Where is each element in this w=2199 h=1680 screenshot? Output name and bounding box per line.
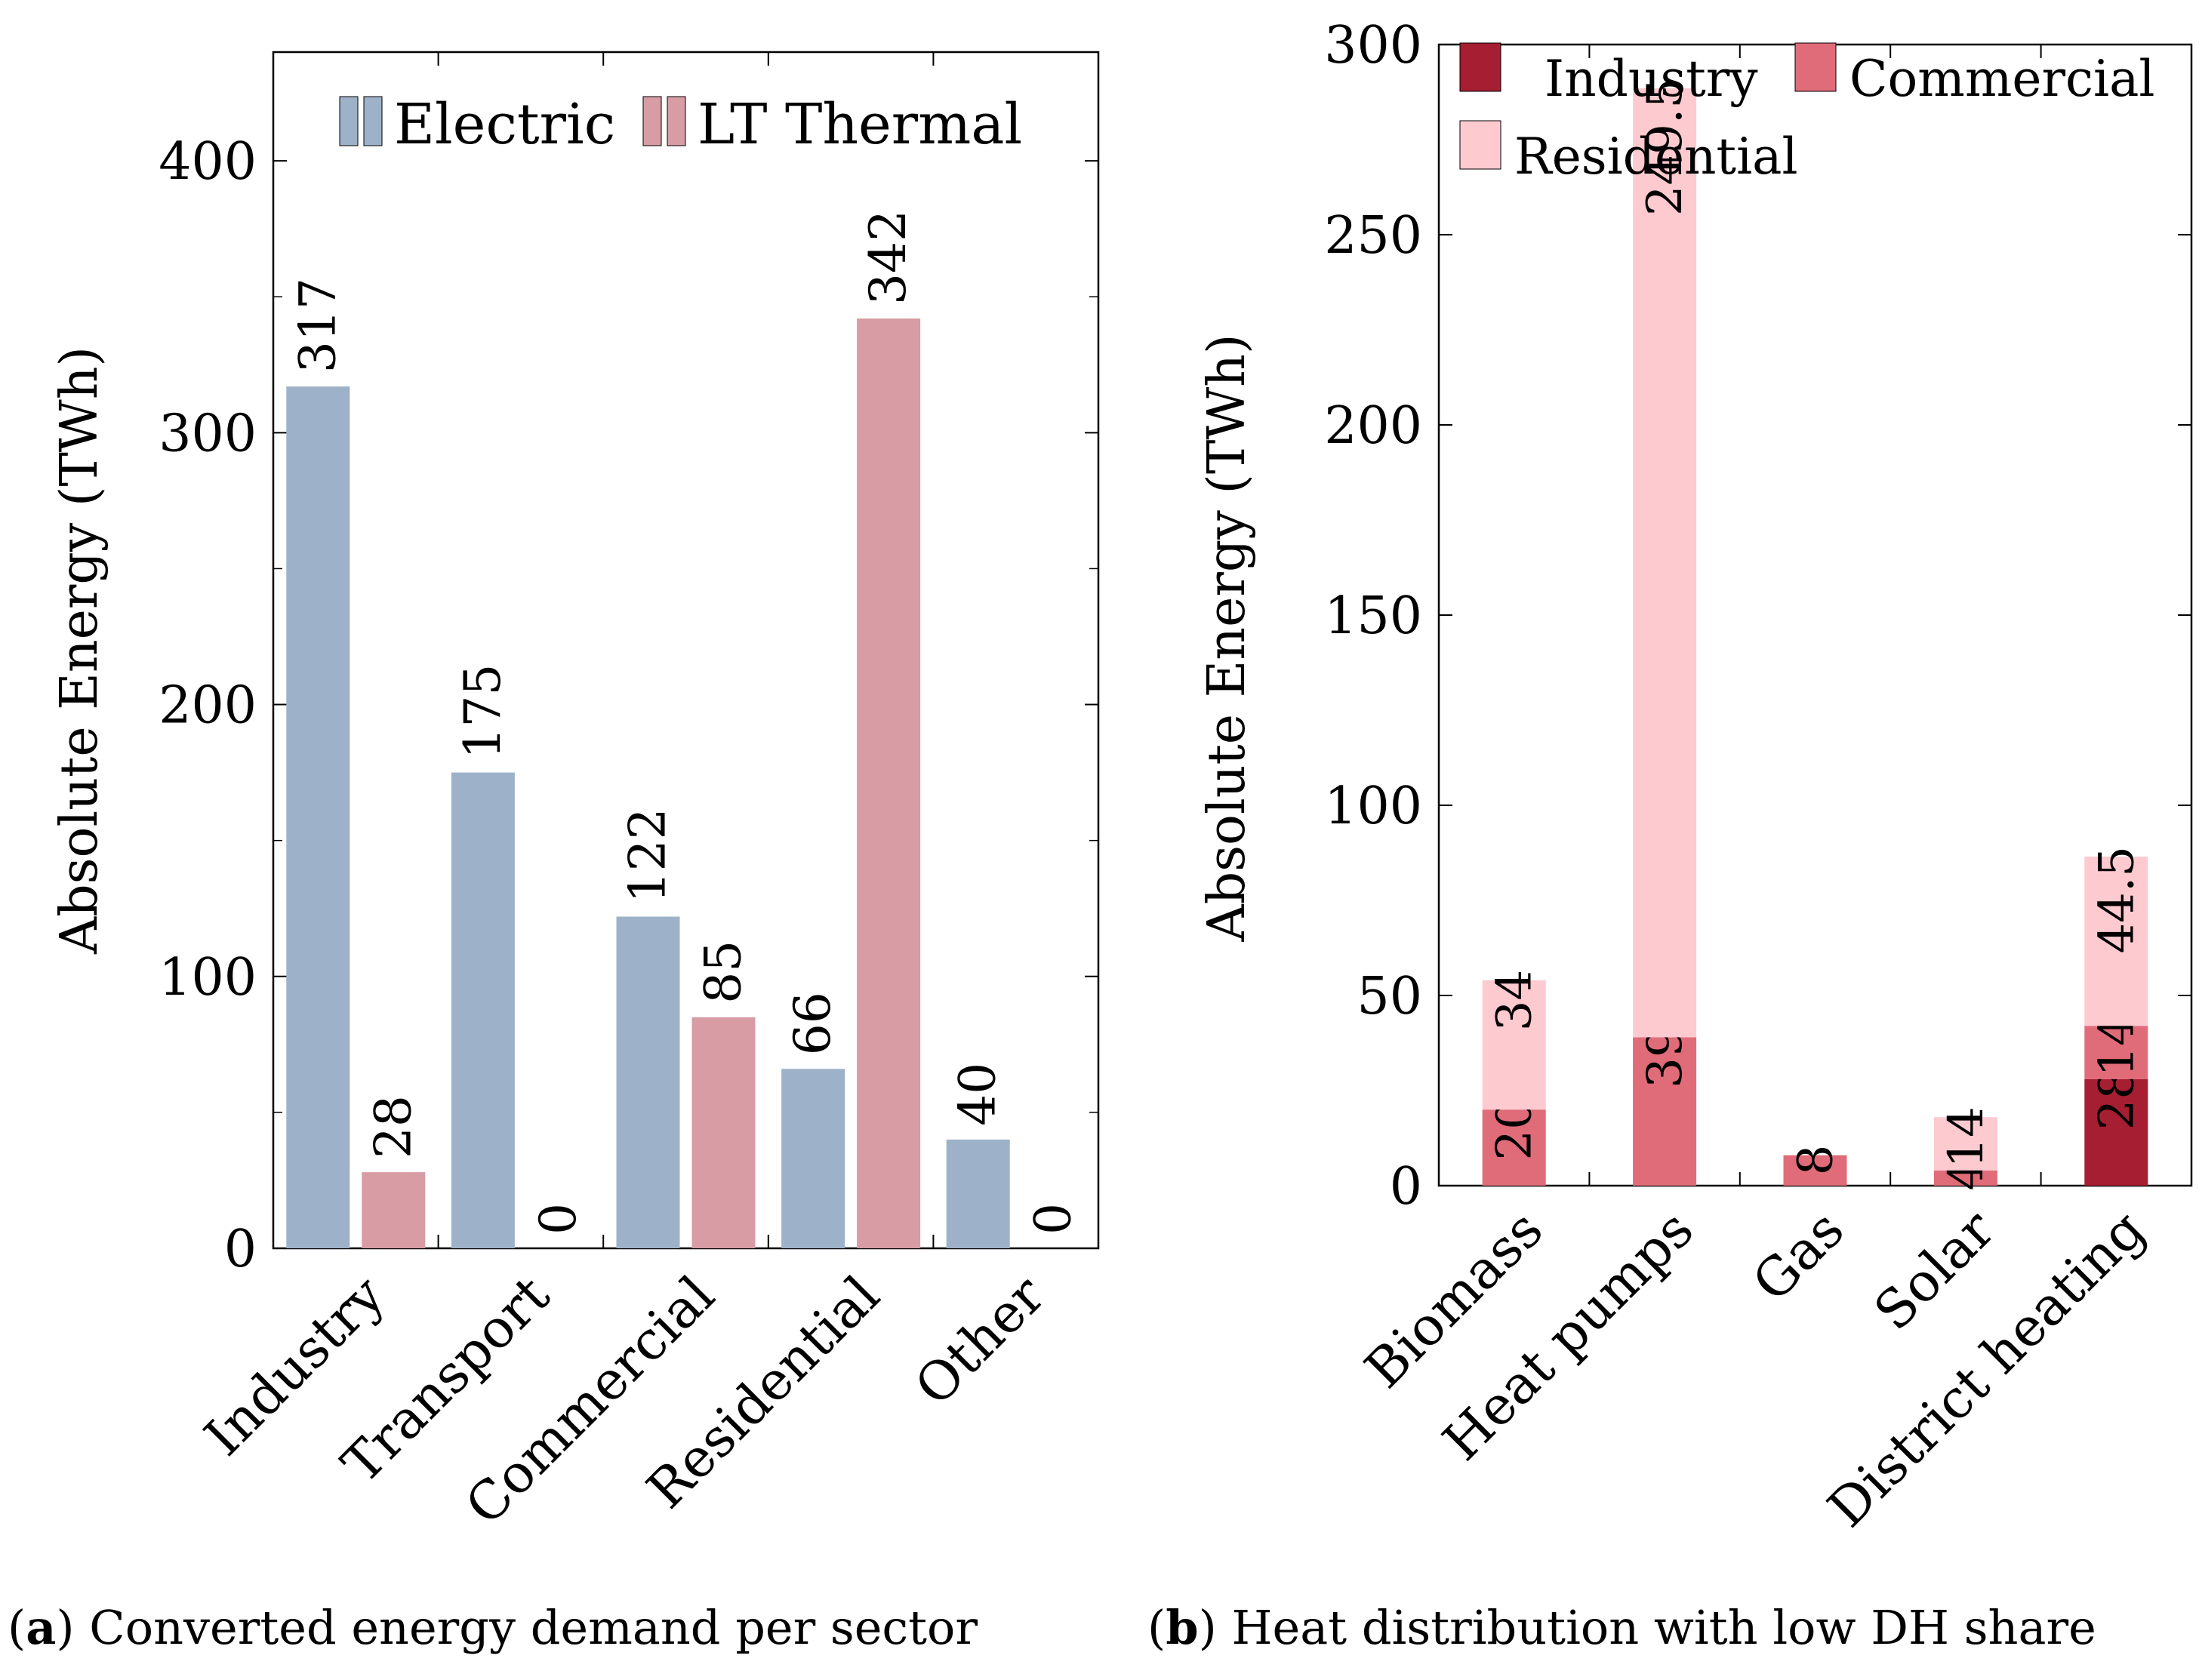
legend-label: Commercial	[1849, 50, 2155, 108]
data-label: 0	[1024, 1203, 1083, 1235]
legend-label: Electric	[394, 92, 615, 157]
bar-residential-solar	[1933, 1117, 1997, 1171]
caption-a: (a) Converted energy demand per sector	[8, 1600, 978, 1655]
legend-label: Residential	[1514, 128, 1798, 186]
bar-industry-district-heating	[2084, 1078, 2148, 1186]
legend-swatch	[1459, 42, 1501, 92]
y-axis-label: Absolute Energy (TWh)	[1197, 334, 1257, 942]
y-tick-label: 200	[159, 676, 257, 736]
data-label: 40	[949, 1063, 1007, 1126]
y-tick-label: 200	[1324, 396, 1422, 456]
data-label: 0	[529, 1203, 587, 1235]
y-tick-label: 300	[1324, 16, 1422, 75]
y-tick-label: 0	[224, 1220, 257, 1279]
y-tick-label: 300	[159, 404, 257, 463]
y-tick-label: 50	[1357, 967, 1422, 1026]
bar-commercial-gas	[1783, 1155, 1847, 1186]
bar-residential-heat-pumps	[1633, 88, 1697, 1038]
data-label: 14	[1939, 1106, 1994, 1168]
legend-swatch	[642, 96, 662, 146]
data-label: 249.5	[1637, 78, 1693, 216]
legend-swatch	[1794, 42, 1837, 92]
caption-b-text: Heat distribution with low DH share	[1231, 1600, 2096, 1655]
caption-b: (b) Heat distribution with low DH share	[1147, 1600, 2096, 1655]
data-label: 66	[784, 992, 842, 1055]
data-label: 44.5	[2089, 846, 2145, 954]
y-tick-label: 0	[1390, 1157, 1422, 1217]
x-tick-label: Gas	[1741, 1198, 1856, 1313]
legend-label: LT Thermal	[698, 92, 1022, 157]
y-axis-label: Absolute Energy (TWh)	[50, 346, 109, 955]
y-tick-label: 100	[1324, 777, 1422, 836]
bar-electric-industry	[286, 386, 350, 1248]
bar-commercial-solar	[1933, 1170, 1997, 1186]
bar-electric-other	[946, 1139, 1010, 1248]
y-tick-label: 400	[159, 132, 257, 192]
y-tick-label: 100	[159, 948, 257, 1008]
bar-commercial-biomass	[1482, 1109, 1546, 1186]
caption-a-letter: a	[26, 1600, 57, 1655]
data-label: 8	[1788, 1145, 1844, 1176]
data-label: 175	[454, 664, 512, 759]
data-label: 317	[288, 278, 346, 373]
plot-frame	[272, 51, 1100, 1250]
bar-commercial-heat-pumps	[1633, 1037, 1697, 1186]
bar-residential-biomass	[1482, 980, 1546, 1110]
bar-lt-thermal-commercial	[691, 1017, 756, 1248]
plot-frame	[1437, 43, 2193, 1187]
data-label: 342	[859, 210, 917, 305]
legend-swatch	[667, 96, 686, 146]
legend-swatch	[1459, 120, 1501, 170]
bar-electric-transport	[451, 772, 515, 1248]
legend-swatch	[339, 96, 359, 146]
bar-commercial-district-heating	[2084, 1026, 2148, 1079]
y-tick-label: 250	[1324, 206, 1422, 266]
y-tick-label: 150	[1324, 586, 1422, 646]
data-label: 28	[364, 1095, 422, 1158]
bar-lt-thermal-industry	[362, 1172, 426, 1248]
bar-residential-district-heating	[2084, 857, 2148, 1026]
bar-electric-commercial	[616, 916, 680, 1248]
x-tick-label: Solar	[1862, 1198, 2007, 1342]
chart-b: 0 50 100 150 200 250 300 Absolute Energy (TWh) 2…	[1197, 16, 2193, 1539]
legend-swatch	[363, 96, 383, 146]
data-label: 85	[695, 940, 753, 1004]
data-label: 122	[619, 808, 677, 903]
caption-a-text: Converted energy demand per sector	[89, 1600, 978, 1655]
legend-label: Industry	[1545, 50, 1758, 108]
x-tick-label: Other	[903, 1263, 1057, 1417]
data-label: 34	[1487, 970, 1543, 1031]
bar-electric-residential	[781, 1069, 845, 1248]
caption-b-letter: b	[1166, 1600, 1199, 1655]
bar-lt-thermal-residential	[857, 318, 921, 1249]
